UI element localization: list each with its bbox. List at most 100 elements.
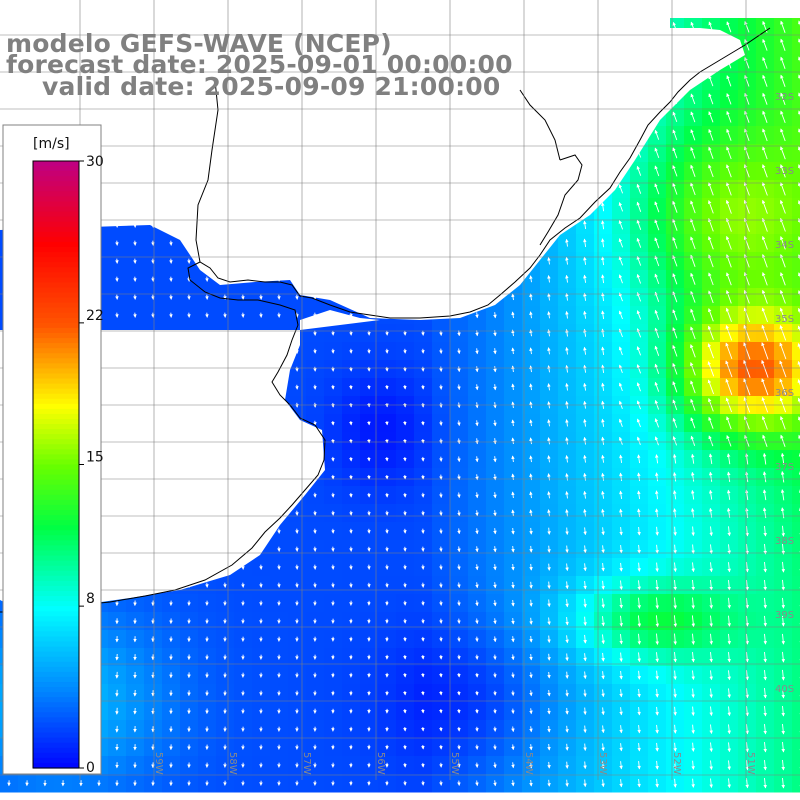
colorbar-step: [33, 676, 79, 683]
wind-arrow: [511, 636, 515, 643]
wind-arrow: [475, 618, 479, 625]
wind-arrow: [457, 492, 461, 499]
wind-arrow: [493, 312, 497, 319]
colorbar-step: [33, 327, 79, 334]
field-cell: [792, 702, 800, 721]
wind-arrow: [457, 348, 461, 355]
colorbar-step: [33, 368, 79, 375]
lat-label: 34S: [775, 240, 794, 251]
wind-arrow: [547, 635, 551, 643]
colorbar-step: [33, 737, 79, 744]
colorbar-step: [33, 236, 79, 243]
colorbar-step: [33, 454, 79, 461]
wind-arrow: [511, 618, 515, 625]
colorbar-step: [33, 666, 79, 673]
wind-arrow: [529, 563, 533, 571]
colorbar-step: [33, 580, 79, 587]
colorbar-step: [33, 530, 79, 536]
field-cell: [792, 126, 800, 145]
field-cell: [792, 18, 800, 37]
colorbar-step: [33, 449, 79, 455]
colorbar-label: 30: [86, 154, 104, 170]
wind-arrow: [475, 582, 479, 589]
colorbar-label: 15: [86, 450, 104, 466]
wind-arrow: [493, 582, 497, 589]
wind-arrow: [457, 438, 461, 445]
lat-label: 35S: [775, 314, 794, 325]
wind-arrow: [457, 456, 461, 463]
colorbar-step: [33, 267, 79, 273]
colorbar-step: [33, 489, 79, 496]
colorbar-step: [33, 479, 79, 486]
colorbar-step: [33, 408, 79, 415]
field-cell: [792, 432, 800, 451]
colorbar-step: [33, 297, 79, 304]
wind-arrow: [457, 366, 461, 373]
colorbar-step: [33, 388, 79, 395]
wind-arrow: [493, 492, 497, 499]
field-cell: [792, 738, 800, 757]
field-cell: [792, 756, 800, 775]
colorbar-step: [33, 585, 79, 592]
colorbar-step: [33, 550, 79, 557]
wind-arrow: [511, 599, 515, 607]
colorbar-step: [33, 540, 79, 547]
colorbar-step: [33, 459, 79, 466]
valid-date: valid date: 2025-09-09 21:00:00: [42, 72, 501, 101]
lon-label: 56W: [375, 752, 386, 775]
wind-arrow: [493, 762, 497, 769]
colorbar-step: [33, 590, 79, 597]
field-cell: [792, 180, 800, 199]
colorbar-step: [33, 732, 79, 739]
wind-arrow: [565, 671, 569, 679]
wind-arrow: [493, 528, 497, 535]
colorbar-step: [33, 570, 79, 577]
colorbar-step: [33, 171, 79, 177]
colorbar-step: [33, 757, 79, 764]
wind-arrow: [475, 528, 479, 535]
colorbar-step: [33, 317, 79, 324]
wind-arrow: [493, 438, 497, 445]
field-cell: [792, 270, 800, 289]
wind-arrow: [511, 744, 515, 751]
wind-arrow: [529, 726, 533, 733]
colorbar-step: [33, 560, 79, 567]
wind-arrow: [547, 690, 551, 697]
wind-arrow: [511, 780, 515, 787]
wind-arrow: [475, 600, 479, 607]
wind-arrow: [475, 510, 479, 517]
colorbar-step: [33, 277, 79, 283]
wind-arrow: [475, 420, 479, 427]
colorbar-step: [33, 646, 79, 653]
lat-label: 38S: [775, 536, 794, 547]
lat-label: 32S: [775, 92, 794, 103]
field-cell: [792, 234, 800, 253]
wind-arrow: [475, 438, 479, 445]
wind-arrow: [547, 545, 551, 553]
colorbar-step: [33, 201, 79, 208]
wind-arrow: [547, 725, 551, 733]
wind-arrow: [547, 527, 551, 535]
lon-label: 55W: [449, 752, 460, 775]
wind-arrow: [475, 492, 479, 499]
wind-arrow: [511, 563, 515, 571]
colorbar-step: [33, 616, 79, 622]
field-cell: [792, 90, 800, 109]
colorbar-step: [33, 682, 79, 688]
colorbar-label: 8: [86, 591, 95, 607]
wind-arrow: [493, 780, 497, 787]
colorbar-step: [33, 292, 79, 299]
colorbar-step: [33, 206, 79, 213]
colorbar-step: [33, 403, 79, 410]
wind-arrow: [511, 527, 515, 535]
wind-arrow: [565, 761, 569, 769]
colorbar-step: [33, 287, 79, 294]
colorbar-step: [33, 747, 79, 754]
colorbar-step: [33, 499, 79, 506]
field-cell: [792, 720, 800, 739]
colorbar: [m/s] 30 22 15 8 0: [2, 124, 104, 776]
wind-arrow: [547, 708, 551, 715]
wind-arrow: [565, 545, 569, 553]
field-cell: [792, 558, 800, 577]
lat-label: 39S: [775, 610, 794, 621]
